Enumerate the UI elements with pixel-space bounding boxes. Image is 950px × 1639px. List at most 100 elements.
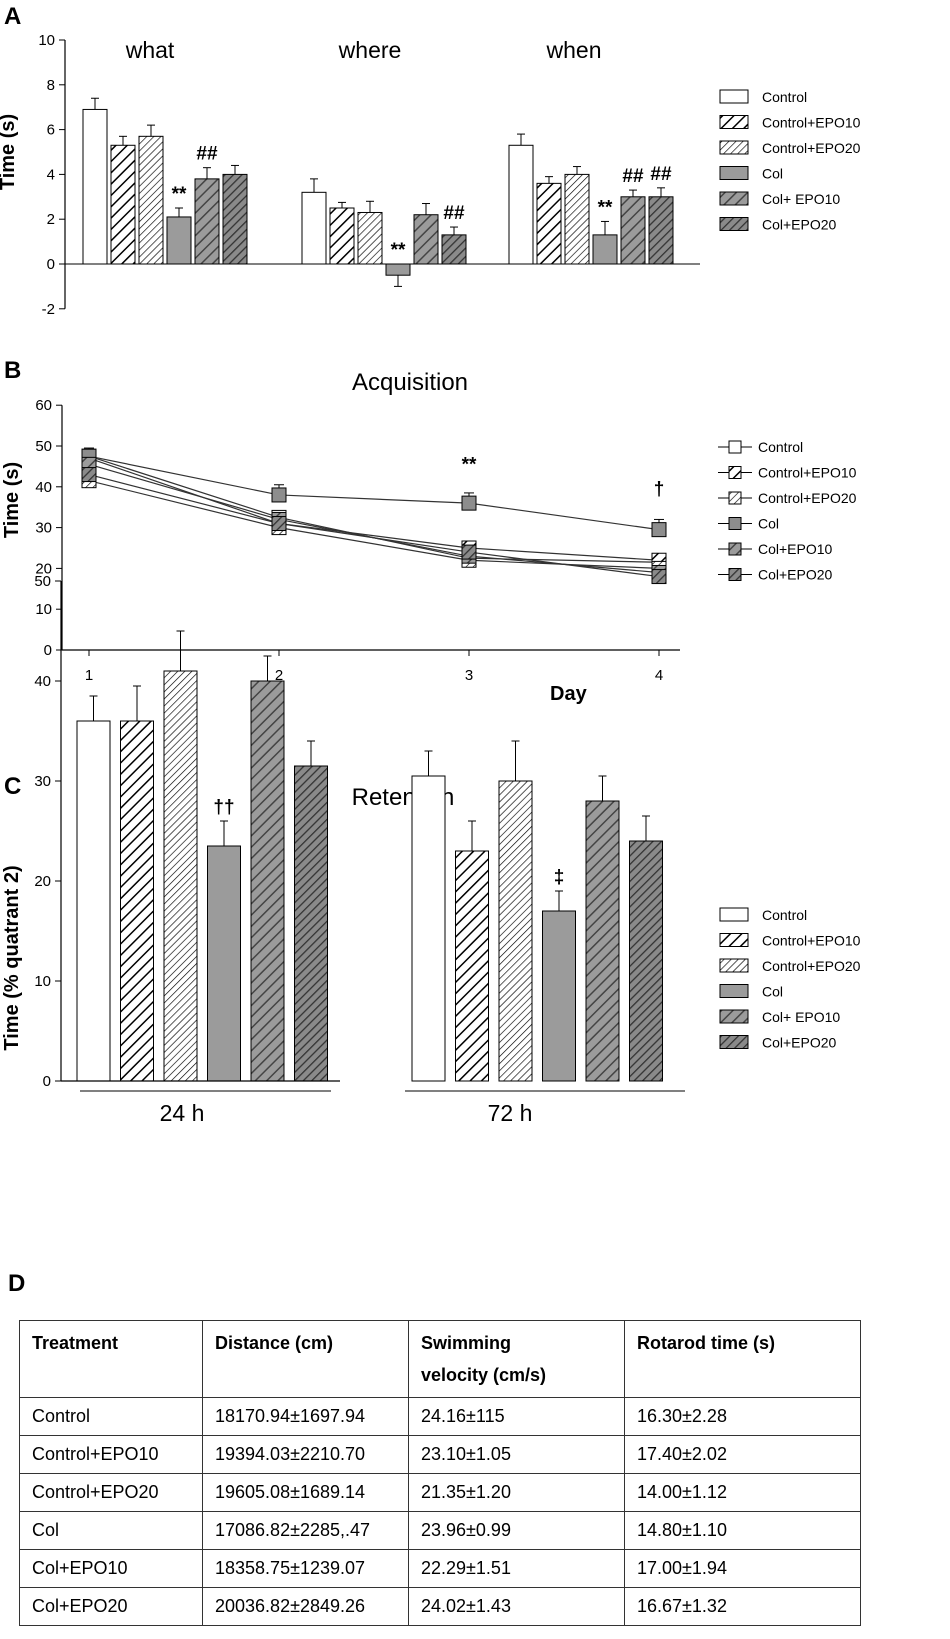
legend-swatch-col-epo20 [719,217,749,231]
legend-label-control: Control [758,439,803,455]
data-point-col-epo20 [651,569,667,585]
series-line-col-epo20 [88,473,660,578]
table-cell: 17086.82±2285,.47 [202,1511,409,1550]
bar-what-control-epo10 [110,144,136,265]
chart-title: Acquisition [352,369,468,396]
table-cell: 21.35±1.20 [408,1473,625,1512]
significance-marker: ** [172,184,187,205]
significance-marker: ** [462,454,477,475]
legend-label-col: Col [762,984,783,1000]
legend-label-control-epo20: Control+EPO20 [758,490,857,506]
header-line: Treatment [32,1333,119,1353]
legend-swatch-control [719,89,749,104]
table-row: Col+EPO10 18358.75±1239.07 22.29±1.51 17.00… [19,1549,861,1588]
bar-where-control-epo20 [357,211,383,265]
header-line: Swimming [421,1333,512,1353]
panel-a-letter: A [4,3,21,30]
y-tick-label: 30 [34,773,51,790]
group-label-where: where [338,37,402,63]
significance-marker: † [654,479,665,500]
legend-swatch-col-epo10 [719,1009,749,1024]
y-tick-label: 10 [38,32,55,49]
bar-24-h-col-epo20 [294,765,328,1082]
bar-24-h-col-epo10 [250,680,285,1082]
y-tick-label: 0 [44,642,52,659]
legend-label-control: Control [762,907,807,923]
legend-label-col-epo10: Col+EPO10 [758,541,833,557]
legend-swatch-control-epo20 [719,140,749,155]
group-label-what: what [125,37,175,63]
legend-swatch-control [719,907,749,922]
bar-24-h-control-epo20 [163,670,198,1082]
group-label-24-h: 24 h [160,1100,205,1126]
y-tick-label: 20 [34,873,51,890]
table-cell: Col [19,1511,203,1550]
significance-marker: ## [622,166,644,187]
legend-marker-col [728,517,742,530]
bar-where-col [385,263,411,276]
table-cell: 17.40±2.02 [624,1435,861,1474]
legend-swatch-control-epo10 [719,115,749,129]
bar-where-control [301,191,327,265]
significance-marker: ** [391,240,406,261]
table-cell: 23.96±0.99 [408,1511,625,1550]
header-line: Rotarod time (s) [637,1333,776,1353]
series-line-control [88,455,660,563]
bar-when-col-epo20 [648,196,674,265]
significance-marker: ## [650,164,672,185]
bar-72-h-control [411,775,446,1082]
bar-72-h-control-epo20 [498,780,533,1082]
y-axis-label: Time (s) [0,114,19,190]
table-cell: 17.00±1.94 [624,1549,861,1588]
bar-what-col-epo20 [222,173,248,265]
bar-when-col [592,234,618,265]
header-line: velocity (cm/s) [421,1365,547,1385]
legend-label-col-epo20: Col+EPO20 [762,1035,837,1051]
legend-marker-control [728,440,742,454]
legend-label-control: Control [762,89,807,105]
table-cell: 22.29±1.51 [408,1549,625,1588]
y-tick-label: 10 [35,601,52,618]
series-line-col [88,455,660,531]
y-tick-label: 40 [34,673,51,690]
legend-label-col: Col [758,516,779,532]
panel-c-letter: C [4,773,21,800]
significance-marker: ## [443,203,465,224]
bar-what-control-epo20 [138,135,164,265]
table-cell: 19605.08±1689.14 [202,1473,409,1512]
bar-24-h-control [76,720,111,1082]
header-treatment: Treatment [19,1320,203,1398]
header-distance: Distance (cm) [202,1320,409,1398]
table-cell: 18170.94±1697.94 [202,1397,409,1436]
group-label-when: when [546,37,602,63]
y-tick-label: 60 [35,397,52,414]
header-line: Distance (cm) [215,1333,334,1353]
bar-where-col-epo10 [413,214,439,265]
table-cell: 16.67±1.32 [624,1587,861,1626]
legend-label-col-epo20: Col+EPO20 [762,217,837,233]
y-tick-label: 20 [35,560,52,577]
legend-label-col-epo20: Col+EPO20 [758,567,833,583]
x-tick-label: 1 [85,667,93,684]
data-point-col [461,495,477,511]
y-tick-label: -2 [42,301,55,318]
x-tick-label: 2 [275,667,283,684]
significance-marker: ‡ [554,867,565,888]
y-tick-label: 10 [34,973,51,990]
table-row: Control 18170.94±1697.94 24.16±115 16.30±2.… [19,1397,861,1436]
legend-marker-control-epo20 [728,491,742,505]
significance-marker: ** [598,197,613,218]
x-tick-label: 4 [655,667,663,684]
legend-swatch-col-epo10 [719,191,749,206]
legend-label-control-epo10: Control+EPO10 [762,933,861,949]
data-point-col [271,487,287,503]
table-cell: 14.80±1.10 [624,1511,861,1550]
legend-label-col: Col [762,166,783,182]
panel-b-letter: B [4,357,21,384]
table-cell: Control+EPO20 [19,1473,203,1512]
bar-72-h-col-epo10 [585,800,620,1082]
legend-label-control-epo20: Control+EPO20 [762,140,861,156]
legend-swatch-control-epo10 [719,933,749,947]
panel-a-chart: ** ## ** ## ** ## ## 10 8 6 4 2 0 -2 Time (s) what where… [0,32,861,318]
